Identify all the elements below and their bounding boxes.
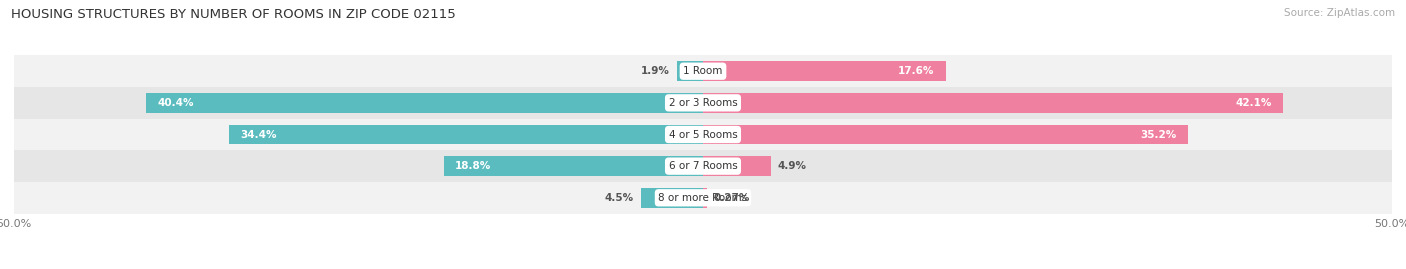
Text: Source: ZipAtlas.com: Source: ZipAtlas.com: [1284, 8, 1395, 18]
Bar: [703, 61, 945, 81]
Text: 40.4%: 40.4%: [157, 98, 194, 108]
Bar: [14, 150, 1392, 182]
Text: 4 or 5 Rooms: 4 or 5 Rooms: [669, 129, 737, 140]
Text: 8 or more Rooms: 8 or more Rooms: [658, 193, 748, 203]
Bar: [14, 87, 1392, 119]
Bar: [703, 156, 770, 176]
Text: 18.8%: 18.8%: [456, 161, 491, 171]
Bar: [703, 93, 1284, 113]
Text: 2 or 3 Rooms: 2 or 3 Rooms: [669, 98, 737, 108]
Text: 6 or 7 Rooms: 6 or 7 Rooms: [669, 161, 737, 171]
Text: HOUSING STRUCTURES BY NUMBER OF ROOMS IN ZIP CODE 02115: HOUSING STRUCTURES BY NUMBER OF ROOMS IN…: [11, 8, 456, 21]
Bar: [14, 119, 1392, 150]
Bar: [676, 61, 703, 81]
Bar: [703, 188, 707, 208]
Bar: [14, 55, 1392, 87]
Text: 1.9%: 1.9%: [641, 66, 669, 76]
Bar: [146, 93, 703, 113]
Text: 35.2%: 35.2%: [1140, 129, 1177, 140]
Text: 4.5%: 4.5%: [605, 193, 634, 203]
Text: 17.6%: 17.6%: [898, 66, 935, 76]
Bar: [444, 156, 703, 176]
Text: 34.4%: 34.4%: [240, 129, 277, 140]
Text: 1 Room: 1 Room: [683, 66, 723, 76]
Text: 42.1%: 42.1%: [1236, 98, 1272, 108]
Bar: [14, 182, 1392, 214]
Text: 4.9%: 4.9%: [778, 161, 807, 171]
Text: 0.27%: 0.27%: [714, 193, 749, 203]
Bar: [229, 125, 703, 144]
Bar: [641, 188, 703, 208]
Bar: [703, 125, 1188, 144]
